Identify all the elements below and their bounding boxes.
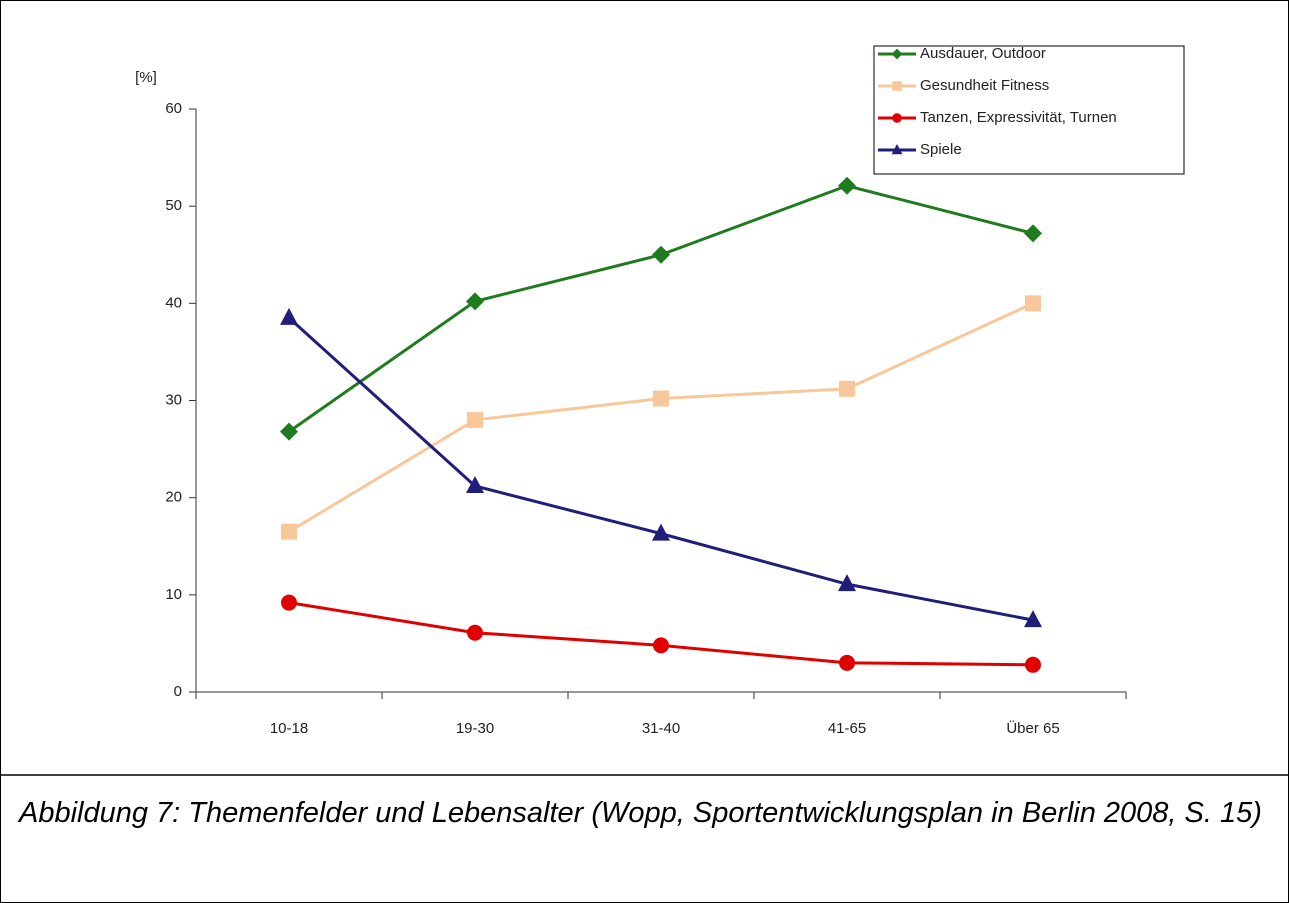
marker — [653, 637, 669, 654]
y-tick-label: 40 — [165, 294, 182, 311]
marker — [652, 523, 670, 541]
marker — [466, 292, 484, 311]
marker — [891, 48, 903, 60]
legend-entry: Spiele — [878, 141, 962, 158]
legend-label: Gesundheit Fitness — [920, 77, 1049, 94]
marker — [1025, 295, 1041, 312]
y-axis-label: [%] — [135, 69, 157, 86]
x-tick-label: 31-40 — [642, 720, 680, 737]
x-tick-label: 10-18 — [270, 720, 308, 737]
marker — [1025, 656, 1041, 673]
marker — [653, 390, 669, 407]
x-tick-label: 41-65 — [828, 720, 866, 737]
y-tick-label: 30 — [165, 391, 182, 408]
legend-entry: Ausdauer, Outdoor — [878, 45, 1046, 62]
marker — [892, 113, 902, 123]
legend-entry: Gesundheit Fitness — [878, 77, 1049, 94]
marker — [467, 624, 483, 641]
marker — [838, 176, 856, 195]
line — [288, 601, 1034, 667]
marker — [892, 81, 902, 91]
legend-label: Spiele — [920, 141, 962, 158]
x-tick-label: 19-30 — [456, 720, 494, 737]
legend-label: Tanzen, Expressivität, Turnen — [920, 109, 1117, 126]
y-tick-label: 20 — [165, 489, 182, 506]
y-tick-label: 0 — [174, 683, 182, 700]
marker — [652, 245, 670, 264]
line — [287, 316, 1034, 622]
marker — [467, 411, 483, 428]
marker — [1024, 224, 1042, 243]
legend-box — [873, 45, 1185, 175]
x-tick-label: Über 65 — [1006, 719, 1059, 737]
y-tick-label: 50 — [165, 197, 182, 214]
marker — [1024, 610, 1042, 628]
y-tick-label: 60 — [165, 100, 182, 117]
marker — [280, 307, 298, 325]
marker — [281, 594, 297, 611]
marker — [281, 523, 297, 540]
legend-entry: Tanzen, Expressivität, Turnen — [878, 109, 1117, 126]
legend-label: Ausdauer, Outdoor — [920, 45, 1046, 62]
marker — [466, 476, 484, 494]
marker — [839, 380, 855, 397]
y-tick-label: 10 — [165, 586, 182, 603]
caption: Abbildung 7: Themenfelder und Lebensalte… — [19, 797, 1262, 829]
marker — [839, 654, 855, 671]
marker — [280, 422, 298, 441]
marker — [891, 144, 903, 155]
marker — [838, 574, 856, 592]
